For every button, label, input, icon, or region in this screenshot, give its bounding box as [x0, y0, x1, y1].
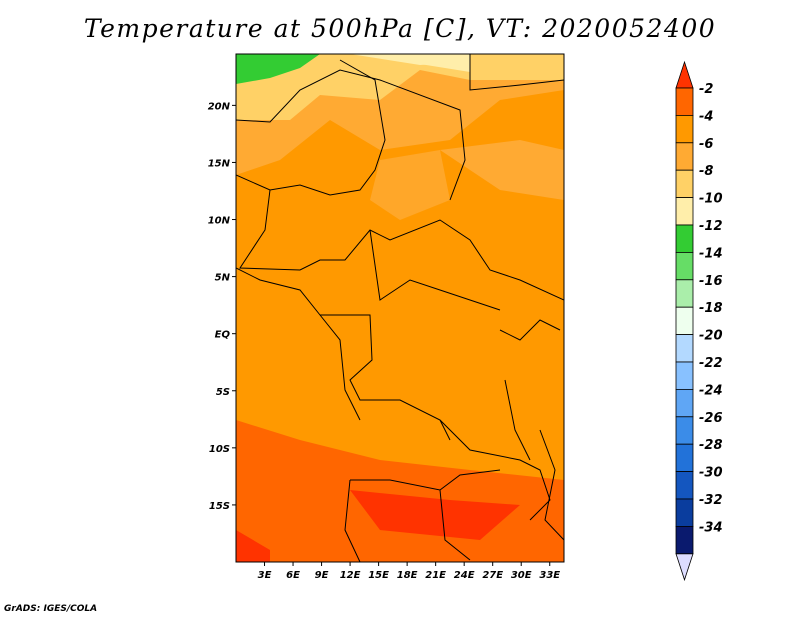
- lon-tick-label: 9E: [315, 570, 329, 581]
- colorbar: -2 -4 -6 -8 -10 -12 -14 -16 -18 -20 -22 -24 -26 -28 -3…: [675, 60, 723, 582]
- credit-label: GrADS: IGES/COLA: [4, 604, 98, 614]
- colorbar-swatch: [675, 87, 694, 116]
- colorbar-bottom-arrow: [675, 553, 694, 582]
- colorbar-swatch: [675, 334, 694, 363]
- colorbar-swatch: [675, 142, 694, 171]
- colorbar-label: -24: [699, 383, 723, 398]
- colorbar-label: -18: [699, 301, 723, 316]
- lat-tick-label: EQ: [215, 330, 231, 341]
- lon-tick-label: 30E: [511, 570, 532, 581]
- colorbar-label: -34: [699, 520, 723, 535]
- lat-tick-label: 5S: [216, 387, 230, 398]
- temperature-field: [236, 54, 564, 562]
- lon-tick-label: 24E: [454, 570, 475, 581]
- colorbar-swatch: [675, 526, 694, 555]
- colorbar-swatch: [675, 443, 694, 473]
- longitude-axis: 3E 6E 9E 12E 15E 18E 21E 24E 27E 30E 33E: [258, 562, 560, 581]
- lon-tick-label: 15E: [368, 570, 389, 581]
- colorbar-swatch: [675, 498, 694, 527]
- lon-tick-label: 3E: [258, 570, 272, 581]
- colorbar-swatch: [675, 197, 694, 226]
- colorbar-label: -26: [699, 411, 723, 426]
- colorbar-swatch: [675, 306, 694, 336]
- colorbar-swatch: [675, 416, 694, 445]
- colorbar-top-arrow: [675, 60, 694, 89]
- lon-tick-label: 33E: [539, 570, 560, 581]
- lon-tick-label: 12E: [340, 570, 361, 581]
- lon-tick-label: 21E: [425, 570, 446, 581]
- colorbar-label: -30: [699, 466, 723, 481]
- colorbar-label: -8: [699, 164, 713, 179]
- map-frame: [235, 53, 565, 563]
- lat-tick-label: 10S: [209, 444, 230, 455]
- lat-tick-label: 10N: [208, 216, 231, 227]
- colorbar-swatch: [675, 251, 694, 281]
- lat-tick-label: 5N: [215, 273, 231, 284]
- colorbar-label: -10: [699, 192, 723, 207]
- colorbar-label: -12: [699, 219, 723, 234]
- colorbar-swatch: [675, 388, 694, 418]
- lat-tick-label: 15S: [209, 501, 230, 512]
- colorbar-label: -28: [699, 438, 723, 453]
- latitude-axis: 20N 15N 10N 5N EQ 5S 10S 15S: [208, 101, 236, 512]
- map-title: Temperature at 500hPa [C], VT: 202005240…: [83, 14, 717, 43]
- colorbar-swatch: [675, 115, 694, 144]
- colorbar-swatch: [675, 224, 694, 253]
- colorbar-swatch: [675, 279, 694, 308]
- colorbar-label: -16: [699, 274, 723, 289]
- lat-tick-label: 20N: [208, 101, 231, 112]
- colorbar-label: -20: [699, 329, 723, 344]
- colorbar-swatch: [675, 471, 694, 500]
- colorbar-label: -22: [699, 356, 723, 371]
- lon-tick-label: 6E: [286, 570, 300, 581]
- lon-tick-label: 27E: [482, 570, 503, 581]
- lat-tick-label: 15N: [208, 158, 231, 169]
- colorbar-label: -2: [699, 82, 713, 97]
- colorbar-label: -4: [699, 109, 713, 124]
- lon-tick-label: 18E: [397, 570, 418, 581]
- colorbar-swatch: [675, 361, 694, 390]
- colorbar-label: -14: [699, 246, 723, 261]
- colorbar-label: -32: [699, 493, 723, 508]
- colorbar-label: -6: [699, 137, 713, 152]
- colorbar-swatch: [675, 169, 694, 198]
